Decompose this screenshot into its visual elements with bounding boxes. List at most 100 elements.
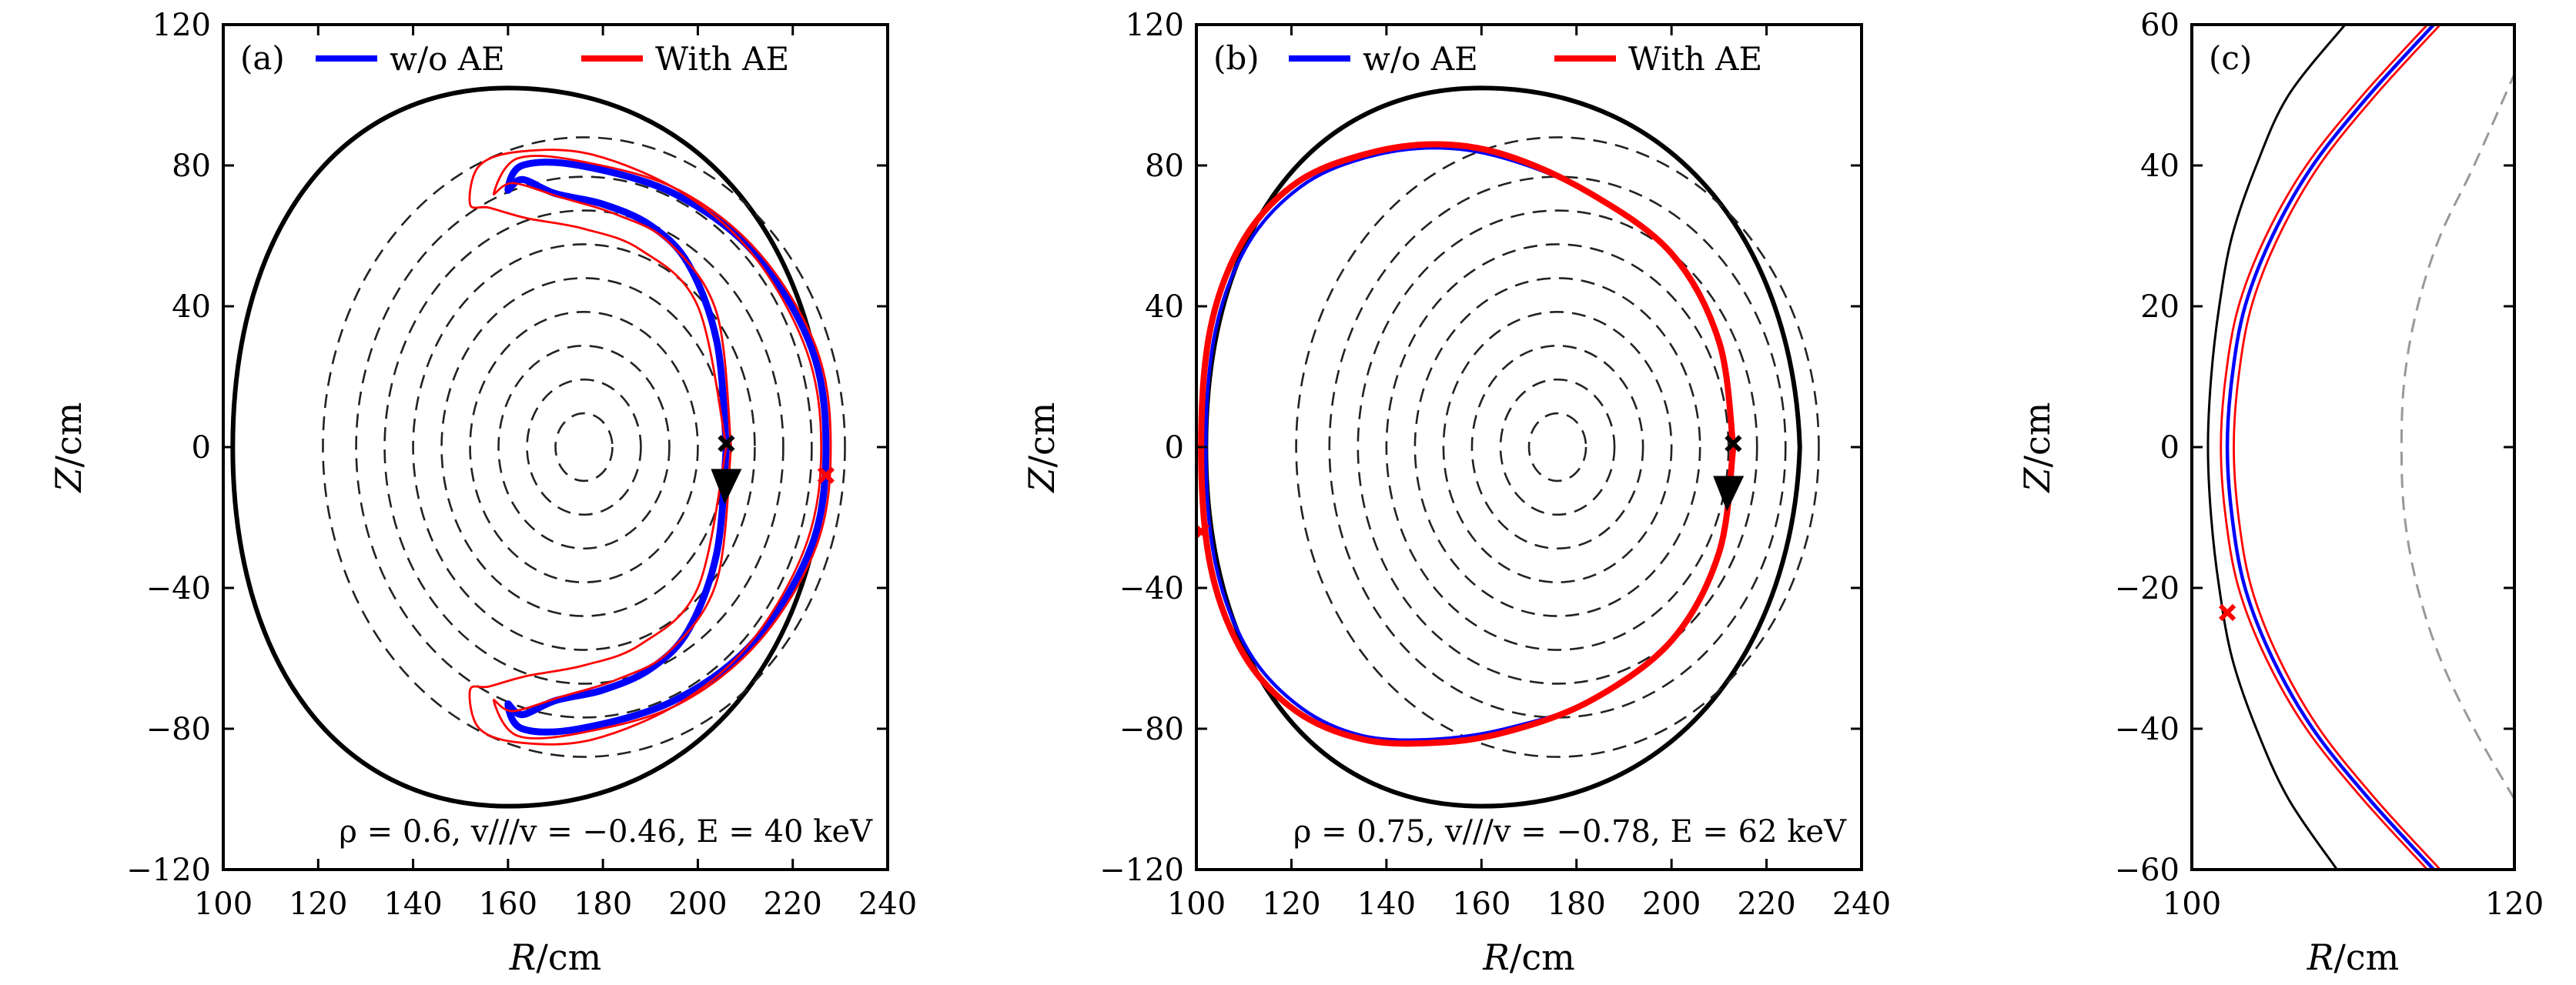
x-tick-label: 100 (1167, 886, 1226, 922)
y-tick-label: −120 (126, 853, 211, 888)
flux-surface-3 (497, 344, 671, 550)
flux-surface-7 (383, 209, 785, 685)
y-tick-label: −80 (1119, 712, 1184, 747)
y-tick-label: 120 (152, 8, 211, 43)
marker-start (1725, 435, 1742, 452)
orbit-series-3 (468, 149, 823, 746)
marker-stroke (718, 435, 735, 452)
orbit-series-2 (1198, 141, 1737, 747)
flux-surface-2 (526, 378, 642, 516)
x-tick-label: 100 (194, 886, 253, 922)
y-tick-label: −20 (2115, 571, 2180, 606)
flux-surface-6 (412, 243, 756, 651)
plot-area (230, 85, 846, 809)
marker-stroke (1725, 435, 1742, 452)
y-tick-label: 40 (1145, 289, 1184, 325)
machine-boundary (230, 85, 828, 809)
orbit-series-5 (2400, 73, 2514, 800)
flux-surface-5 (440, 277, 728, 617)
axis-label-variable: Z (2016, 466, 2058, 493)
axis-label-unit: /cm (536, 937, 601, 978)
marker-start (718, 435, 735, 452)
parameter-annotation: ρ = 0.6, v///v = −0.46, E = 40 keV (339, 814, 873, 850)
flux-surface-8 (1328, 175, 1787, 719)
x-tick-label: 120 (2485, 886, 2544, 922)
x-tick-label: 180 (1547, 886, 1606, 922)
x-axis-label: R/cm (2307, 937, 2400, 978)
x-tick-label: 160 (479, 886, 537, 922)
axis-label-variable: R (1482, 937, 1510, 978)
panel-tag: (c) (2209, 39, 2252, 77)
machine-boundary (1203, 85, 1802, 809)
x-tick-label: 140 (383, 886, 442, 922)
marker-stroke (817, 466, 835, 484)
axis-label-variable: Z (48, 466, 89, 493)
orbit-series-1 (504, 159, 830, 736)
orbit-series-3 (2233, 25, 2441, 870)
y-tick-label: 80 (172, 149, 211, 184)
y-tick-label: −120 (1099, 853, 1184, 888)
x-tick-label: 200 (668, 886, 727, 922)
x-tick-label: 100 (2163, 886, 2221, 922)
y-tick-label: 0 (2160, 430, 2180, 466)
marker-stroke (2218, 603, 2236, 622)
y-tick-label: 80 (1145, 149, 1184, 184)
x-tick-label: 180 (574, 886, 632, 922)
flux-surface-9 (1295, 136, 1820, 758)
x-tick-label: 120 (1262, 886, 1320, 922)
y-tick-label: 120 (1126, 8, 1184, 43)
y-tick-label: −40 (1119, 571, 1184, 606)
x-tick-label: 220 (764, 886, 822, 922)
orbit-series-2 (492, 155, 832, 740)
flux-surface-9 (322, 136, 846, 758)
y-tick-label: 60 (2140, 8, 2180, 43)
x-tick-label: 120 (289, 886, 347, 922)
flux-surface-8 (355, 175, 813, 719)
x-axis-label: R/cm (1482, 937, 1575, 978)
parameter-annotation: ρ = 0.75, v///v = −0.78, E = 62 keV (1293, 814, 1847, 850)
y-tick-label: −40 (146, 571, 211, 606)
marker-red-start (817, 466, 835, 484)
flux-surface-1 (1527, 412, 1587, 482)
x-tick-label: 240 (1832, 886, 1891, 922)
orbit-series-2 (2220, 25, 2428, 870)
x-tick-label: 220 (1737, 886, 1795, 922)
flux-surface-3 (1470, 344, 1644, 550)
panel-tag: (b) (1213, 39, 1260, 77)
axis-label-variable: R (509, 937, 537, 978)
flux-surface-2 (1499, 378, 1616, 516)
y-tick-label: 0 (192, 430, 211, 466)
axis-label-variable: R (2307, 937, 2334, 978)
axis-label-variable: Z (1021, 466, 1062, 493)
marker-red-start (2218, 603, 2236, 622)
legend-label: w/o AE (390, 40, 505, 78)
y-axis-label: Z/cm (1021, 402, 1062, 494)
x-tick-label: 200 (1642, 886, 1701, 922)
x-tick-label: 160 (1452, 886, 1510, 922)
y-tick-label: −80 (146, 712, 211, 747)
y-tick-label: 40 (172, 289, 211, 325)
y-axis-label: Z/cm (2016, 402, 2058, 494)
axes-frame (2190, 23, 2516, 871)
axis-label-unit: /cm (2016, 402, 2058, 468)
y-tick-label: 0 (1165, 430, 1184, 466)
flux-surface-1 (554, 412, 614, 482)
chart-panel-a: 100 120 140 160 180 200 220 240 −120 −80 −40 0 40 80 1… (48, 8, 917, 978)
flux-surface-7 (1357, 209, 1758, 685)
axis-label-unit: /cm (1510, 937, 1575, 978)
x-tick-label: 240 (858, 886, 917, 922)
axis-label-unit: /cm (1021, 402, 1062, 468)
y-tick-label: −60 (2115, 853, 2180, 888)
direction-arrow (1713, 476, 1745, 512)
x-axis-label: R/cm (509, 937, 602, 978)
flux-surface-6 (1385, 243, 1730, 651)
orbit-series-1 (2225, 25, 2435, 870)
orbit-series-4 (2206, 25, 2347, 870)
legend-label: With AE (1628, 40, 1762, 78)
chart-panel-b: 100 120 140 160 180 200 220 240 −120 −80 −40 0 40 80 1… (1021, 8, 1891, 978)
plot-area (2206, 25, 2514, 870)
y-axis-label: Z/cm (48, 402, 89, 494)
panel-tag: (a) (240, 39, 285, 77)
axis-label-unit: /cm (2333, 937, 2399, 978)
